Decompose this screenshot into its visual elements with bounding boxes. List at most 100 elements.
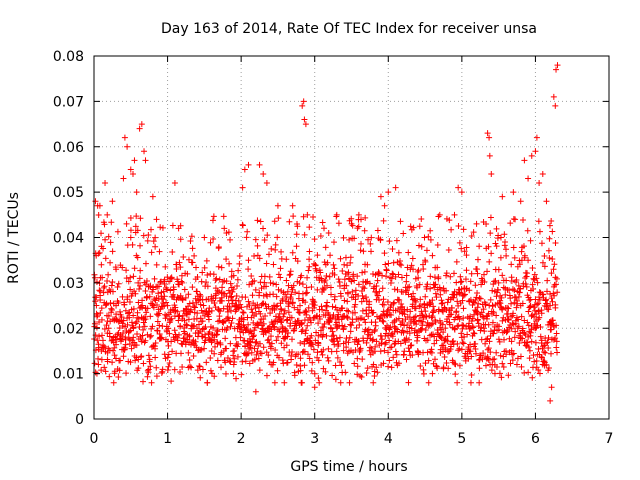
data-point	[310, 346, 317, 353]
data-point	[548, 326, 555, 333]
data-point	[537, 324, 544, 331]
data-point	[135, 356, 142, 363]
data-point	[480, 306, 487, 313]
data-point	[482, 301, 489, 308]
data-point	[217, 339, 224, 346]
data-point	[304, 274, 311, 281]
data-point	[275, 354, 282, 361]
data-point	[122, 341, 129, 348]
data-point	[354, 273, 361, 280]
data-point	[380, 301, 387, 308]
data-point	[409, 352, 416, 359]
data-point	[306, 256, 313, 263]
data-point	[537, 333, 544, 340]
data-point	[484, 268, 491, 275]
data-point	[535, 346, 542, 353]
data-point	[497, 234, 504, 241]
data-point	[211, 300, 218, 307]
data-point	[101, 364, 108, 371]
data-point	[509, 286, 516, 293]
data-point	[380, 296, 387, 303]
data-point	[427, 227, 434, 234]
data-point	[124, 321, 131, 328]
data-point	[516, 340, 523, 347]
data-point	[245, 257, 252, 264]
data-point	[353, 324, 360, 331]
data-point	[357, 240, 364, 247]
data-point	[381, 250, 388, 257]
data-point	[169, 348, 176, 355]
data-point	[211, 336, 218, 343]
data-point	[422, 308, 429, 315]
data-point	[265, 251, 272, 258]
data-point	[202, 324, 209, 331]
data-point	[235, 341, 242, 348]
data-point	[231, 355, 238, 362]
data-point	[166, 278, 173, 285]
y-tick-label: 0	[75, 412, 84, 428]
data-point	[133, 213, 140, 220]
data-point	[216, 288, 223, 295]
data-point	[541, 252, 548, 259]
data-point	[314, 349, 321, 356]
data-point	[370, 336, 377, 343]
data-point	[466, 287, 473, 294]
data-point	[478, 309, 485, 316]
data-point	[331, 293, 338, 300]
data-point	[460, 340, 467, 347]
data-point	[527, 237, 534, 244]
data-point	[470, 329, 477, 336]
data-point	[431, 307, 438, 314]
data-point	[291, 304, 298, 311]
data-point	[183, 321, 190, 328]
data-point	[361, 227, 368, 234]
data-point	[222, 370, 229, 377]
data-point	[386, 357, 393, 364]
data-point	[431, 356, 438, 363]
data-point	[294, 223, 301, 230]
data-point	[487, 349, 494, 356]
data-point	[412, 305, 419, 312]
data-point	[137, 267, 144, 274]
data-point	[189, 245, 196, 252]
data-point	[439, 321, 446, 328]
data-point	[456, 345, 463, 352]
data-point	[310, 315, 317, 322]
data-point	[211, 343, 218, 350]
data-point	[138, 338, 145, 345]
data-point	[510, 350, 517, 357]
data-point	[250, 333, 257, 340]
data-point	[487, 214, 494, 221]
data-point	[320, 346, 327, 353]
data-point	[474, 304, 481, 311]
data-point	[142, 337, 149, 344]
data-point	[503, 277, 510, 284]
data-point	[127, 286, 134, 293]
data-point	[483, 220, 490, 227]
data-point	[437, 291, 444, 298]
data-point	[345, 275, 352, 282]
data-point	[503, 246, 510, 253]
data-point	[248, 349, 255, 356]
data-point	[403, 335, 410, 342]
data-point	[306, 355, 313, 362]
data-point	[513, 304, 520, 311]
data-point	[215, 263, 222, 270]
data-point	[152, 243, 159, 250]
data-point	[549, 256, 556, 263]
data-point	[455, 347, 462, 354]
data-point	[533, 364, 540, 371]
data-point	[246, 302, 253, 309]
data-point	[120, 329, 127, 336]
data-point	[380, 360, 387, 367]
data-point	[268, 245, 275, 252]
data-point	[385, 363, 392, 370]
data-point	[536, 294, 543, 301]
data-point	[185, 256, 192, 263]
data-point	[543, 198, 550, 205]
data-point	[142, 157, 149, 164]
data-point	[532, 325, 539, 332]
data-point	[352, 301, 359, 308]
data-point	[223, 256, 230, 263]
data-point	[240, 309, 247, 316]
